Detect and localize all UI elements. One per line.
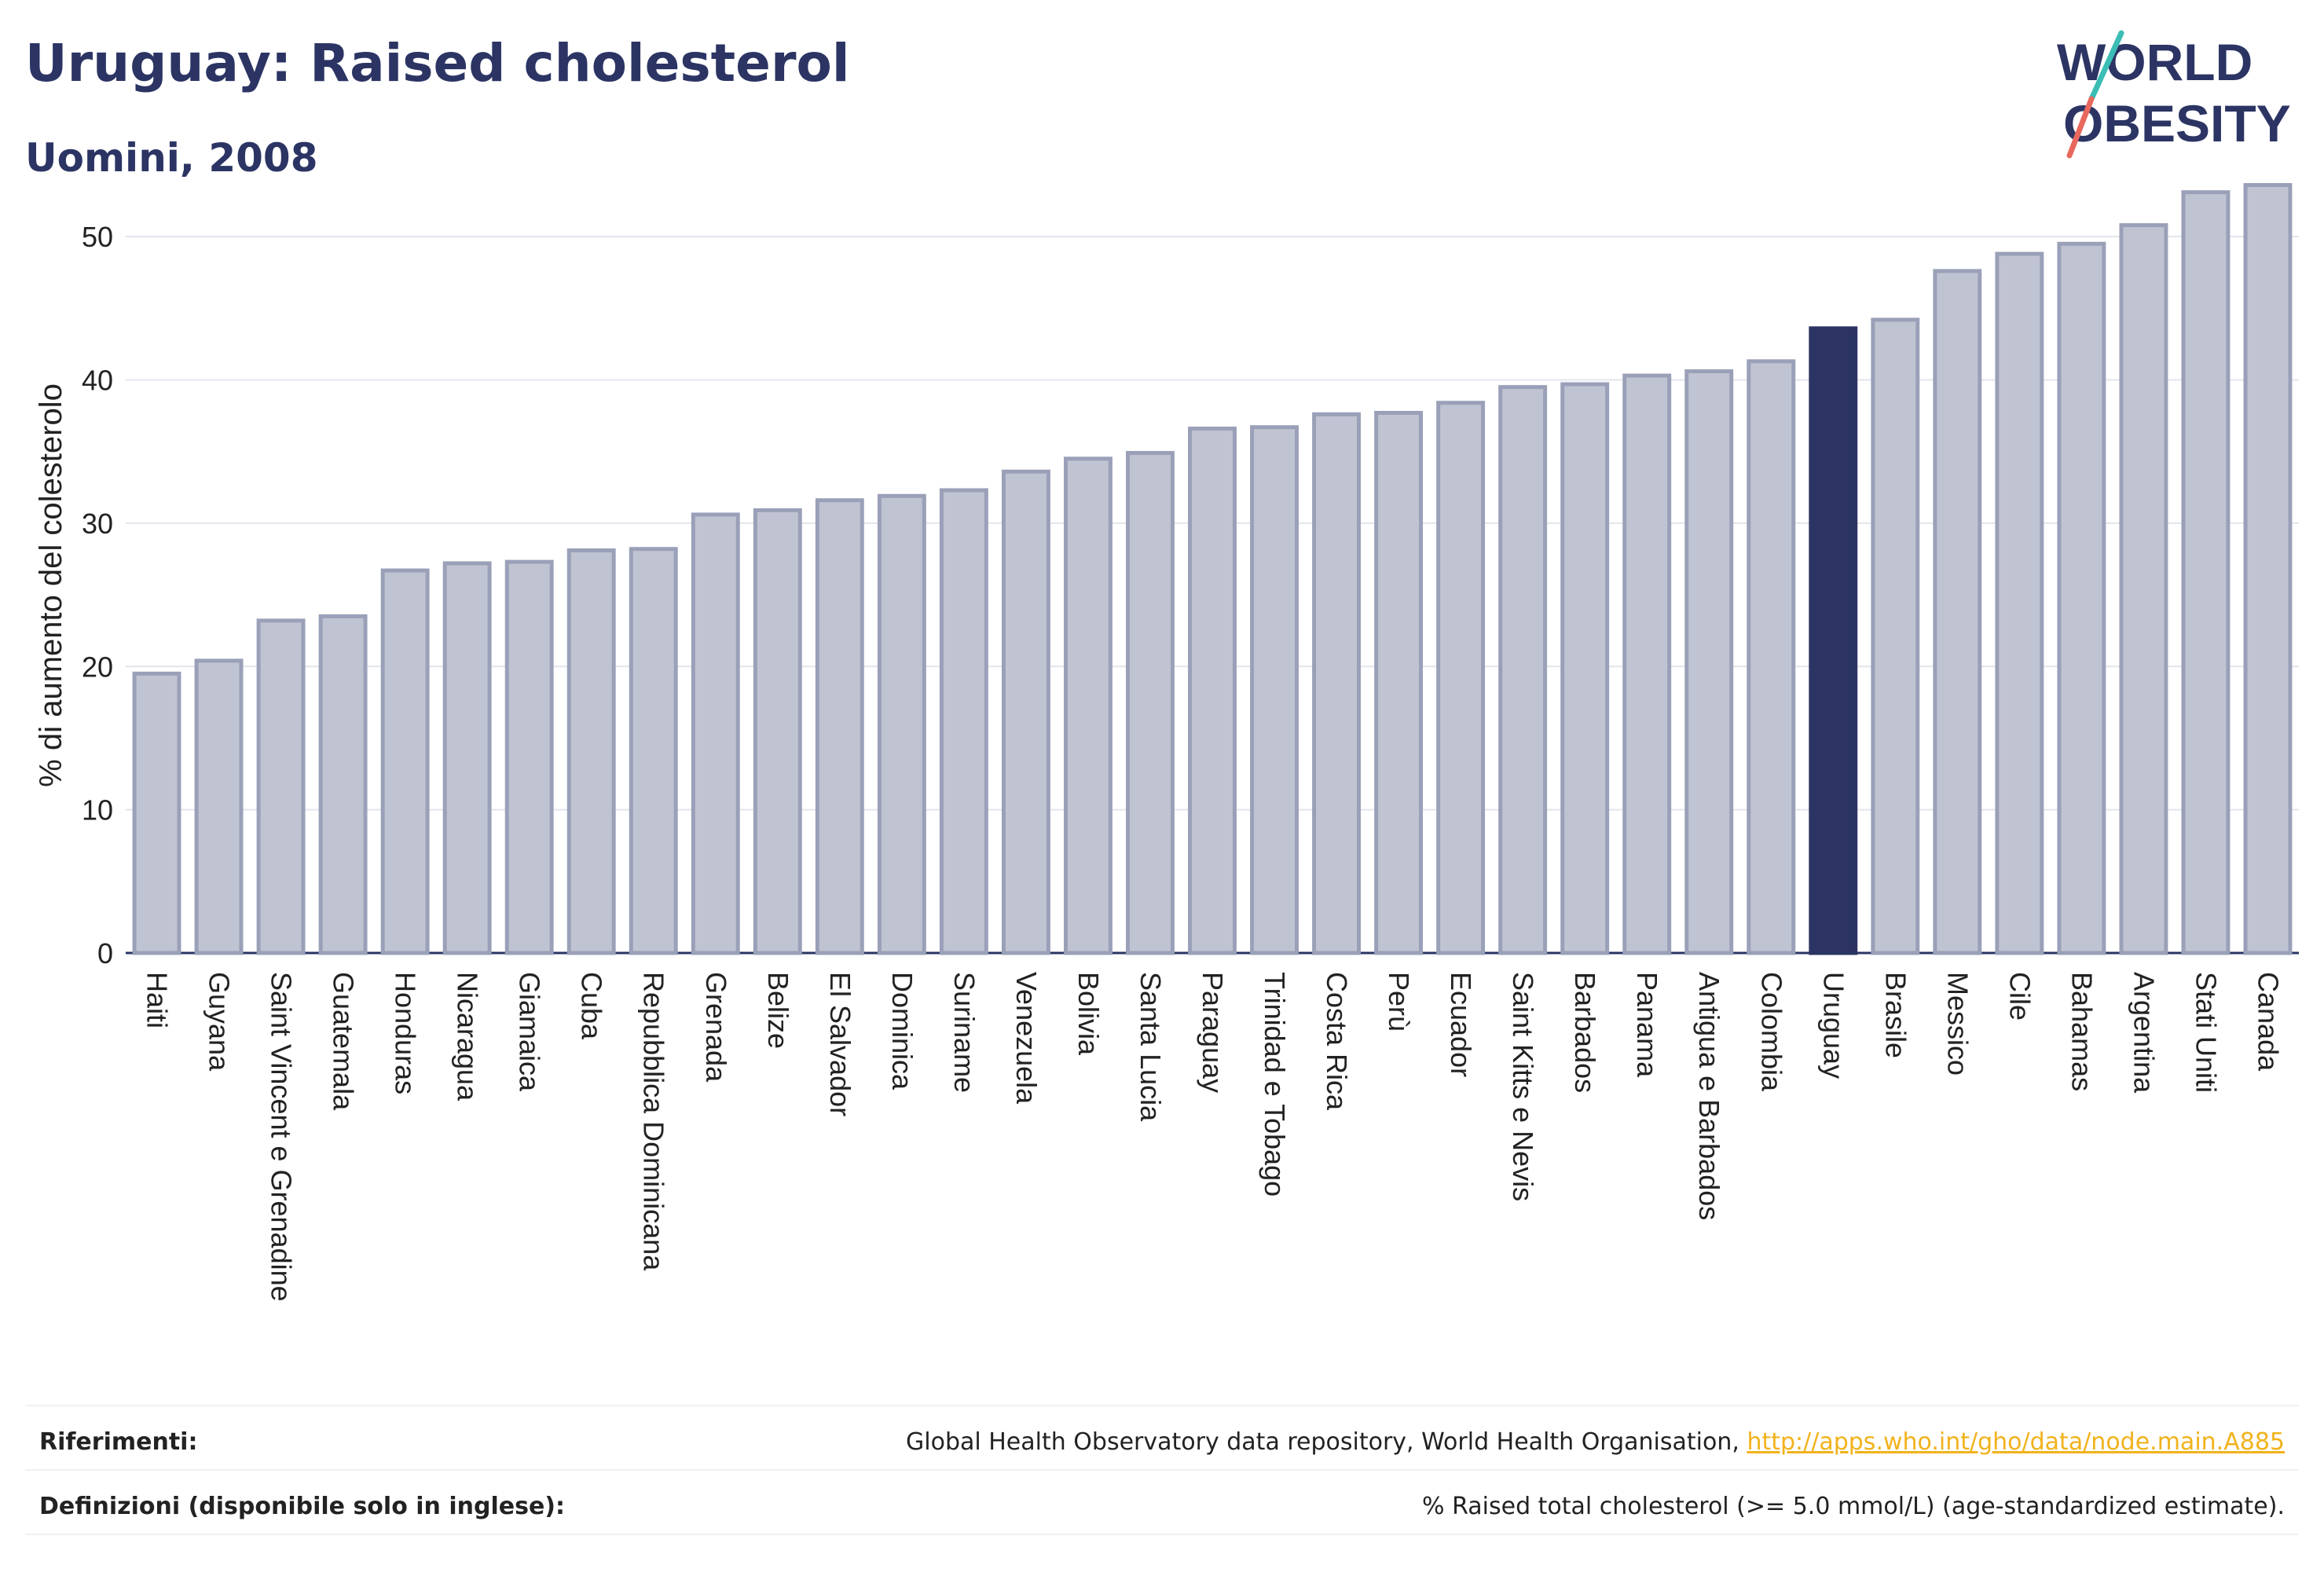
y-tick-label: 10	[82, 794, 113, 826]
bar-bahamas	[2057, 241, 2106, 955]
bar-cuba	[566, 548, 616, 955]
bar-belize	[753, 508, 802, 955]
bar-brasile	[1871, 317, 1920, 955]
divider-bottom	[25, 1534, 2299, 1535]
logo-line2: OBESITY	[2063, 94, 2291, 152]
bar-messico	[1933, 269, 1982, 955]
x-tick-label: Bolivia	[1072, 972, 1105, 1056]
bar-honduras	[380, 568, 430, 955]
x-tick-label: Messico	[1941, 972, 1974, 1076]
x-tick-label: Costa Rica	[1321, 972, 1353, 1111]
x-tick-label: Honduras	[390, 972, 422, 1094]
bar-nicaragua	[442, 561, 492, 955]
bar-per-	[1374, 410, 1424, 955]
chart-subtitle: Uomini, 2008	[25, 135, 318, 181]
x-tick-label: Uruguay	[1817, 972, 1849, 1079]
bar-bolivia	[1063, 456, 1113, 955]
bar-stati-uniti	[2181, 190, 2231, 955]
logo-slash-teal	[2088, 30, 2124, 102]
definitions-label: Definizioni (disponibile solo in inglese…	[39, 1493, 565, 1520]
references-link[interactable]: http://apps.who.int/gho/data/node.main.A…	[1747, 1428, 2285, 1456]
x-tick-label: Dominica	[886, 972, 918, 1090]
x-tick-label: Saint Kitts e Nevis	[1507, 972, 1539, 1201]
x-tick-label: Guatemala	[328, 972, 360, 1111]
x-tick-label: Cile	[2003, 972, 2036, 1021]
x-tick-label: Guyana	[203, 972, 236, 1072]
definitions-text: % Raised total cholesterol (>= 5.0 mmol/…	[1422, 1493, 2285, 1520]
y-axis-label: % di aumento del colesterolo	[34, 383, 68, 787]
bar-dominica	[877, 493, 926, 955]
x-tick-label: Saint Vincent e Grenadine	[266, 972, 298, 1302]
bar-repubblica-dominicana	[629, 547, 678, 955]
y-tick-label: 20	[82, 651, 113, 683]
x-tick-label: Stati Uniti	[2190, 972, 2222, 1093]
bars	[132, 183, 2293, 955]
bar-guatemala	[318, 614, 368, 955]
x-tick-label: Bahamas	[2066, 972, 2098, 1091]
bar-saint-vincent-e-grenadine	[256, 618, 306, 955]
logo-line1: WORLD	[2057, 33, 2253, 91]
bar-el-salvador	[815, 498, 864, 955]
x-tick-label: Canada	[2252, 972, 2284, 1072]
bar-ecuador	[1436, 401, 1486, 955]
x-tick-label: Colombia	[1755, 972, 1787, 1092]
bar-suriname	[939, 488, 988, 955]
references-label: Riferimenti:	[39, 1428, 198, 1456]
x-tick-label: Cuba	[576, 972, 608, 1040]
bar-antigua-e-barbados	[1684, 369, 1734, 955]
x-tick-label: Panama	[1631, 972, 1663, 1078]
x-tick-label: El Salvador	[824, 972, 856, 1116]
y-tick-label: 50	[82, 221, 113, 253]
x-tick-label: Trinidad e Tobago	[1259, 972, 1291, 1197]
bar-canada	[2243, 183, 2293, 955]
bar-grenada	[691, 512, 740, 955]
x-tick-label: Antigua e Barbados	[1693, 972, 1725, 1220]
y-tick-labels: 0 10 20 30 40 50	[82, 221, 113, 969]
x-tick-label: Brasile	[1879, 972, 1912, 1058]
bar-guyana	[194, 658, 244, 955]
bar-cile	[1995, 251, 2044, 955]
y-tick-label: 40	[82, 365, 113, 397]
x-tick-label: Nicaragua	[452, 972, 484, 1101]
bar-venezuela	[1001, 469, 1050, 955]
bar-panama	[1622, 373, 1672, 955]
bar-barbados	[1560, 382, 1610, 955]
divider-middle	[25, 1469, 2299, 1471]
y-tick-label: 30	[82, 508, 113, 540]
references-value: Global Health Observatory data repositor…	[906, 1428, 2285, 1456]
bar-giamaica	[504, 559, 554, 955]
x-tick-label: Argentina	[2128, 972, 2160, 1094]
y-tick-label: 0	[97, 937, 113, 969]
divider-top	[25, 1405, 2299, 1406]
x-tick-label: Haiti	[141, 972, 174, 1028]
x-tick-label: Belize	[762, 972, 794, 1049]
bar-colombia	[1747, 359, 1796, 955]
logo-slash-coral	[2066, 96, 2095, 159]
bar-argentina	[2119, 223, 2168, 955]
bar-santa-lucia	[1126, 451, 1175, 955]
bar-uruguay	[1809, 326, 1858, 955]
bar-paraguay	[1188, 427, 1237, 955]
x-tick-label: Grenada	[700, 972, 732, 1083]
bar-saint-kitts-e-nevis	[1498, 385, 1548, 955]
x-tick-label: Santa Lucia	[1135, 972, 1167, 1122]
x-tick-label: Paraguay	[1197, 972, 1229, 1093]
bar-costa-rica	[1312, 412, 1362, 955]
chart-title: Uruguay: Raised cholesterol	[25, 33, 850, 93]
x-tick-label: Giamaica	[514, 972, 546, 1092]
world-obesity-logo: WORLD OBESITY	[2057, 30, 2291, 159]
bar-trinidad-e-tobago	[1250, 425, 1299, 955]
x-tick-labels: Haiti Guyana Saint Vincent e Grenadine Guat…	[141, 972, 2285, 1302]
x-tick-label: Perù	[1383, 972, 1415, 1032]
references-text: Global Health Observatory data repositor…	[906, 1428, 1747, 1456]
x-tick-label: Ecuador	[1445, 972, 1477, 1077]
bar-chart: 0 10 20 30 40 50 Haiti Guyana Saint Vincent e G…	[34, 183, 2299, 1302]
bar-haiti	[132, 671, 181, 955]
x-tick-label: Repubblica Dominicana	[638, 972, 670, 1271]
x-tick-label: Venezuela	[1010, 972, 1043, 1105]
x-tick-label: Suriname	[948, 972, 981, 1093]
x-tick-label: Barbados	[1569, 972, 1601, 1093]
